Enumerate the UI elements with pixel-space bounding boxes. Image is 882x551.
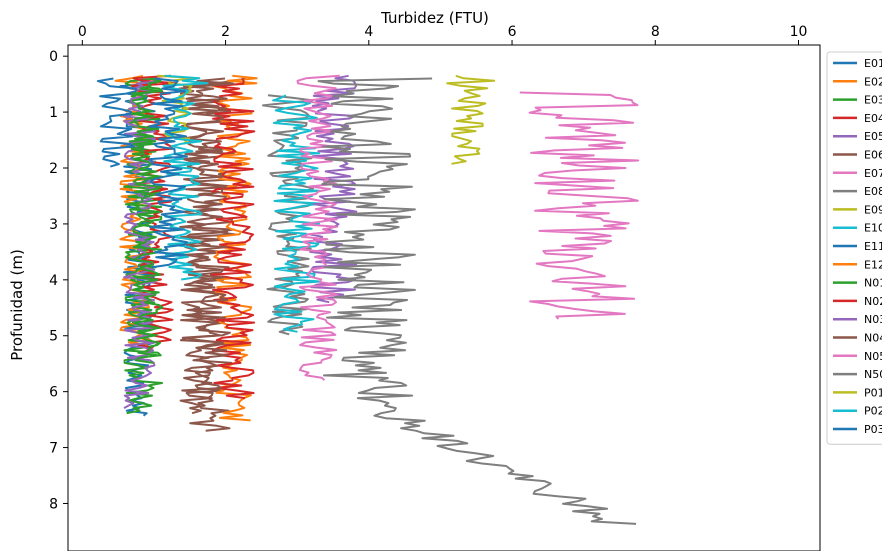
legend-item: N05 xyxy=(833,350,882,363)
series-line-e08 xyxy=(262,94,315,336)
legend-item: P01 xyxy=(833,386,882,399)
legend-label: N50 xyxy=(864,368,882,381)
legend-label: E12 xyxy=(864,258,882,271)
legend-label: N03 xyxy=(864,313,882,326)
y-tick-label: 7 xyxy=(49,441,58,457)
legend-item: P03 xyxy=(833,423,882,436)
legend-item: P02 xyxy=(833,405,882,418)
legend-item: E10 xyxy=(833,222,882,235)
legend-item: E07 xyxy=(833,167,882,180)
legend-box xyxy=(826,51,882,445)
legend-label: E04 xyxy=(864,112,882,125)
y-tick-label: 5 xyxy=(49,329,58,345)
y-tick-label: 1 xyxy=(49,105,58,121)
legend-label: E01 xyxy=(864,57,882,70)
legend-label: P02 xyxy=(864,405,882,418)
y-tick-label: 6 xyxy=(49,385,58,401)
legend-item: E06 xyxy=(833,149,882,162)
legend-label: E05 xyxy=(864,130,882,143)
series-line-n04 xyxy=(178,77,235,415)
series-line-e11 xyxy=(96,77,137,168)
series-lines xyxy=(96,74,640,525)
legend-item: E05 xyxy=(833,130,882,143)
legend-item: E12 xyxy=(833,258,882,271)
legend-label: N02 xyxy=(864,295,882,308)
x-tick-label: 4 xyxy=(364,24,373,40)
series-line-p03 xyxy=(148,77,188,269)
y-tick-label: 8 xyxy=(49,496,58,512)
y-axis-label: Profunidad (m) xyxy=(8,249,26,361)
x-tick-label: 2 xyxy=(221,24,230,40)
series-line-n50 xyxy=(317,77,637,525)
x-tick-label: 10 xyxy=(790,24,808,40)
legend-item: E02 xyxy=(833,75,882,88)
x-tick-label: 6 xyxy=(508,24,517,40)
series-line-n02 xyxy=(209,78,256,400)
series-line-e07 xyxy=(519,91,640,320)
legend-label: E07 xyxy=(864,167,882,180)
legend-item: N02 xyxy=(833,295,882,308)
legend-item: E08 xyxy=(833,185,882,198)
x-tick-label: 8 xyxy=(651,24,660,40)
legend-label: N04 xyxy=(864,332,882,345)
legend-label: E08 xyxy=(864,185,882,198)
x-axis-label: Turbidez (FTU) xyxy=(380,9,489,27)
plot-area: 0 2 4 6 8 10 0 1 2 3 4 5 6 7 8 xyxy=(49,24,821,551)
legend-item: E11 xyxy=(833,240,882,253)
legend-label: E02 xyxy=(864,75,882,88)
series-line-n01 xyxy=(130,77,164,364)
y-tick-label: 2 xyxy=(49,161,58,177)
plot-frame xyxy=(67,44,821,551)
legend-item: E03 xyxy=(833,94,882,107)
legend-label: E03 xyxy=(864,94,882,107)
legend-item: N04 xyxy=(833,332,882,345)
y-tick-label: 4 xyxy=(49,273,58,289)
series-line-n03 xyxy=(308,74,358,304)
legend-item: E04 xyxy=(833,112,882,125)
series-line-e10 xyxy=(272,94,322,333)
legend-item: N50 xyxy=(833,368,882,381)
legend: E01 E02 E03 E04 E05 E06 E07 E08 E09 E10 E11 E12 N01 N… xyxy=(826,51,882,445)
x-axis-ticks: 0 2 4 6 8 10 xyxy=(78,24,808,45)
series-line-n05 xyxy=(296,74,340,381)
legend-label: P01 xyxy=(864,386,882,399)
legend-label: E06 xyxy=(864,149,882,162)
legend-item: E09 xyxy=(833,203,882,216)
series-line-e09 xyxy=(446,74,496,165)
legend-label: N05 xyxy=(864,350,882,363)
y-tick-label: 3 xyxy=(49,217,58,233)
legend-item: N03 xyxy=(833,313,882,326)
x-tick-label: 0 xyxy=(78,24,87,40)
legend-label: N01 xyxy=(864,277,882,290)
y-axis-ticks: 0 1 2 3 4 5 6 7 8 xyxy=(49,49,68,512)
legend-label: E11 xyxy=(864,240,882,253)
legend-label: E10 xyxy=(864,222,882,235)
legend-label: P03 xyxy=(864,423,882,436)
legend-item: E01 xyxy=(833,57,882,70)
legend-label: E09 xyxy=(864,203,882,216)
y-tick-label: 0 xyxy=(49,49,58,65)
legend-item: N01 xyxy=(833,277,882,290)
series-line-e04 xyxy=(130,74,178,353)
